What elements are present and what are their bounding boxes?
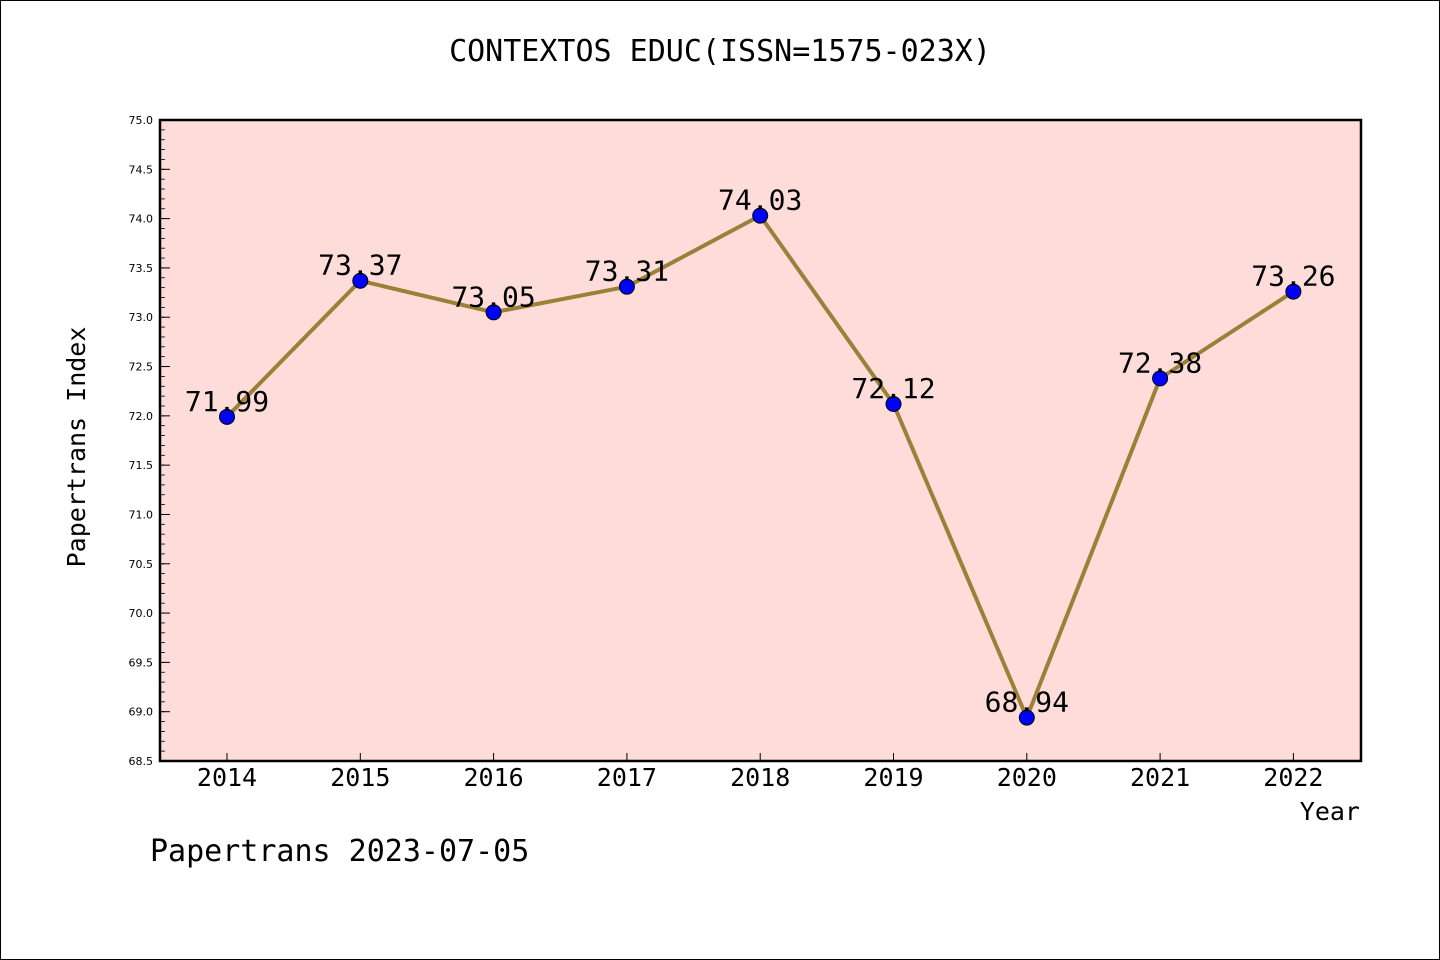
x-tick-label: 2015: [330, 763, 390, 792]
y-tick-label: 71.0: [129, 508, 154, 521]
data-label: 73.26: [1251, 260, 1335, 293]
y-axis: 68.5 69.0 69.5 70.0 70.5 71.0 71.5 72.0 72.5 73.0…: [129, 114, 170, 768]
x-tick-label: 2017: [597, 763, 657, 792]
data-point: [752, 207, 769, 224]
x-axis-title: Year: [1300, 797, 1360, 826]
y-tick-label: 75.0: [129, 114, 154, 127]
data-label: 73.31: [585, 255, 669, 288]
y-tick-label: 70.5: [129, 558, 154, 571]
data-point: [618, 278, 635, 295]
plot-area: [158, 118, 1363, 763]
data-label: 74.03: [718, 184, 802, 217]
data-label: 68.94: [985, 686, 1069, 719]
data-point: [219, 408, 235, 425]
data-point: [1152, 370, 1169, 387]
data-labels: 71.99 73.37 73.05 73.31 74.03 72.12 68.94 72.38…: [185, 184, 1336, 719]
data-point: [485, 304, 502, 321]
data-point: [1018, 709, 1035, 726]
x-axis: 2014 2015 2016 2017 2018 2019 2020 2021 2022: [197, 753, 1324, 792]
y-tick-label: 74.0: [129, 213, 154, 226]
x-tick-label: 2019: [863, 763, 923, 792]
footer-stamp: Papertrans 2023-07-05: [150, 834, 530, 869]
y-tick-label: 72.0: [129, 410, 154, 423]
series-markers: [219, 207, 1302, 726]
data-label: 71.99: [185, 385, 269, 418]
data-point: [885, 396, 902, 413]
y-tick-label: 69.0: [129, 706, 154, 719]
data-label: 72.38: [1118, 346, 1202, 379]
x-tick-label: 2014: [197, 763, 257, 792]
y-tick-label: 71.5: [129, 459, 154, 472]
y-tick-label: 70.0: [129, 607, 154, 620]
data-label: 73.05: [451, 280, 535, 313]
chart-title: CONTEXTOS EDUC(ISSN=1575-023X): [449, 34, 991, 69]
x-tick-label: 2020: [997, 763, 1057, 792]
data-point: [352, 272, 369, 289]
y-tick-label: 74.5: [129, 163, 154, 176]
x-tick-label: 2021: [1130, 763, 1190, 792]
y-tick-label: 73.5: [129, 262, 154, 275]
x-tick-label: 2018: [730, 763, 790, 792]
y-tick-label: 69.5: [129, 656, 154, 669]
x-tick-label: 2022: [1263, 763, 1323, 792]
y-tick-label: 72.5: [129, 361, 154, 374]
y-tick-label: 68.5: [129, 755, 154, 768]
y-tick-label: 73.0: [129, 311, 154, 324]
data-label: 73.37: [318, 249, 402, 282]
data-point: [1285, 283, 1302, 300]
data-label: 72.12: [851, 372, 935, 405]
y-axis-title: Papertrans Index: [62, 327, 91, 568]
x-tick-label: 2016: [463, 763, 523, 792]
